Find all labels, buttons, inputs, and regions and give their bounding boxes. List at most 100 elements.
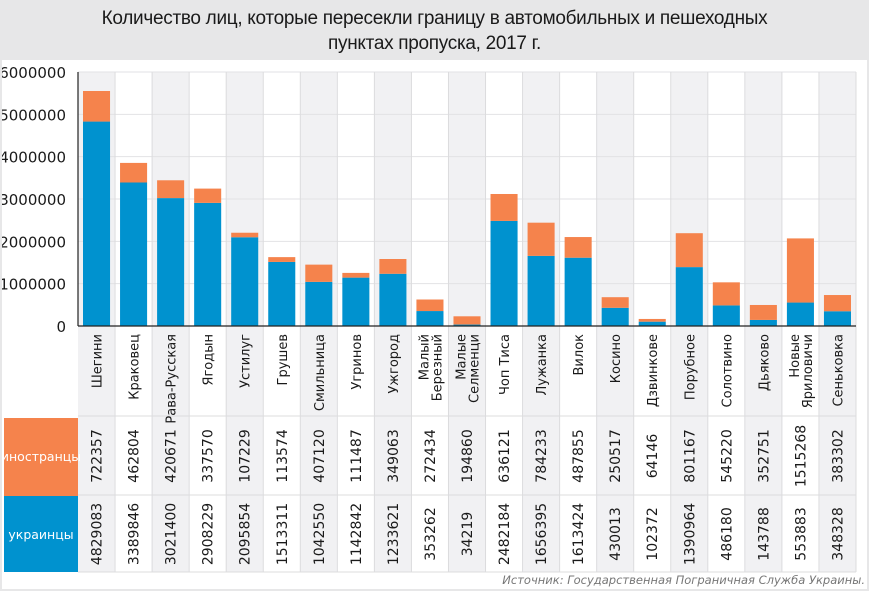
table-value-ukrainians: 1656395 <box>534 503 550 565</box>
table-value-foreigners: 250517 <box>608 429 624 482</box>
bar-foreigners[interactable] <box>157 180 185 199</box>
table-value-ukrainians: 3021400 <box>164 503 180 565</box>
category-label: Чоп Тиса <box>498 334 513 395</box>
table-value-foreigners: 1515268 <box>793 425 809 487</box>
category-label: Дзвинкове <box>646 334 661 407</box>
category-label: Березный <box>430 334 445 401</box>
bar-ukrainians[interactable] <box>83 121 111 326</box>
chart-title-line-2: пунктах пропуска, 2017 г. <box>328 33 541 54</box>
category-label: Малый <box>417 334 432 380</box>
table-value-foreigners: 722357 <box>90 429 106 482</box>
category-label: Яриловичи <box>801 334 816 408</box>
bar-foreigners[interactable] <box>453 316 481 325</box>
bar-foreigners[interactable] <box>379 258 407 274</box>
bar-foreigners[interactable] <box>416 299 444 312</box>
bar-foreigners[interactable] <box>638 318 666 322</box>
table-value-ukrainians: 2095854 <box>238 503 254 565</box>
y-tick-label: 0 <box>56 318 66 336</box>
bar-foreigners[interactable] <box>268 257 296 262</box>
category-label: Селменци <box>468 334 483 403</box>
category-label: Устилуг <box>239 334 254 388</box>
bar-ukrainians[interactable] <box>157 198 185 326</box>
bar-ukrainians[interactable] <box>823 311 851 326</box>
category-label: Лужанка <box>535 334 550 395</box>
table-value-ukrainians: 430013 <box>608 507 624 560</box>
legend-label-ukrainians: украинцы <box>8 527 73 542</box>
category-label: Сеньковка <box>831 334 846 407</box>
legend-label-foreigners: иностранцы <box>2 449 81 464</box>
legend-swatch-ukrainians <box>4 496 78 572</box>
bar-foreigners[interactable] <box>823 295 851 312</box>
category-label: Угринов <box>350 334 365 390</box>
bar-foreigners[interactable] <box>194 188 222 203</box>
table-value-ukrainians: 348328 <box>830 507 846 560</box>
table-value-foreigners: 352751 <box>756 429 772 482</box>
bar-ukrainians[interactable] <box>305 281 333 326</box>
table-value-foreigners: 420671 <box>164 429 180 482</box>
table-value-foreigners: 111487 <box>349 429 365 482</box>
bar-ukrainians[interactable] <box>564 257 592 326</box>
bar-foreigners[interactable] <box>527 222 555 256</box>
bar-ukrainians[interactable] <box>675 267 703 326</box>
bar-ukrainians[interactable] <box>342 277 370 326</box>
bar-ukrainians[interactable] <box>786 302 814 326</box>
table-value-ukrainians: 3389846 <box>127 503 143 565</box>
table-value-foreigners: 545220 <box>719 429 735 482</box>
category-label: Рава-Русская <box>165 334 180 424</box>
category-label: Новые <box>788 334 803 378</box>
legend-swatch-foreigners <box>4 418 78 496</box>
table-value-foreigners: 64146 <box>645 434 661 479</box>
table-value-foreigners: 462804 <box>127 429 143 483</box>
table-value-ukrainians: 102372 <box>645 507 661 560</box>
category-label: Ужгород <box>387 334 402 394</box>
bar-ukrainians[interactable] <box>120 182 148 326</box>
table-value-ukrainians: 2482184 <box>497 503 513 565</box>
bar-ukrainians[interactable] <box>379 273 407 326</box>
category-label: Грушев <box>276 334 291 385</box>
bar-ukrainians[interactable] <box>601 307 629 326</box>
table-value-ukrainians: 1513311 <box>275 503 291 565</box>
bar-ukrainians[interactable] <box>749 319 777 326</box>
y-tick-label: 3000000 <box>2 191 66 209</box>
bar-ukrainians[interactable] <box>268 261 296 326</box>
bar-foreigners[interactable] <box>490 193 518 221</box>
chart-svg: 0 1000000 2000000 3000000 4000000 5000000 6000… <box>2 64 857 573</box>
table-value-ukrainians: 553883 <box>793 507 809 560</box>
category-label: Косино <box>609 334 624 383</box>
table-value-foreigners: 407120 <box>312 429 328 482</box>
source-note: Источник: Государственная Пограничная Сл… <box>502 573 865 587</box>
bar-ukrainians[interactable] <box>453 324 481 326</box>
bar-ukrainians[interactable] <box>712 305 740 326</box>
category-label: Смильница <box>313 334 328 411</box>
bar-ukrainians[interactable] <box>231 237 259 326</box>
bar-ukrainians[interactable] <box>416 311 444 326</box>
bar-foreigners[interactable] <box>786 238 814 303</box>
category-label: Ягодын <box>202 334 217 386</box>
table-value-ukrainians: 1390964 <box>682 503 698 565</box>
bar-foreigners[interactable] <box>749 304 777 320</box>
bar-foreigners[interactable] <box>231 232 259 238</box>
category-label: Порубное <box>683 334 698 400</box>
y-tick-label: 5000000 <box>2 106 66 124</box>
table-value-foreigners: 349063 <box>386 429 402 482</box>
bar-ukrainians[interactable] <box>638 321 666 326</box>
chart-panel: 0 1000000 2000000 3000000 4000000 5000000 6000… <box>2 60 867 589</box>
table-value-ukrainians: 1042550 <box>312 503 328 565</box>
table-value-ukrainians: 34219 <box>460 512 476 557</box>
bar-foreigners[interactable] <box>712 282 740 306</box>
bar-foreigners[interactable] <box>601 297 629 308</box>
bar-foreigners[interactable] <box>564 237 592 258</box>
chart-title: Количество лиц, которые пересекли границ… <box>0 6 869 56</box>
bar-ukrainians[interactable] <box>490 220 518 326</box>
table-value-ukrainians: 4829083 <box>90 503 106 565</box>
bar-foreigners[interactable] <box>120 162 148 183</box>
table-value-ukrainians: 486180 <box>719 507 735 560</box>
bar-ukrainians[interactable] <box>194 202 222 326</box>
bar-foreigners[interactable] <box>305 264 333 282</box>
bar-foreigners[interactable] <box>675 233 703 268</box>
bar-foreigners[interactable] <box>83 90 111 122</box>
bar-ukrainians[interactable] <box>527 255 555 326</box>
table-value-foreigners: 383302 <box>830 429 846 482</box>
bar-foreigners[interactable] <box>342 272 370 278</box>
category-label: Малые <box>455 334 470 380</box>
